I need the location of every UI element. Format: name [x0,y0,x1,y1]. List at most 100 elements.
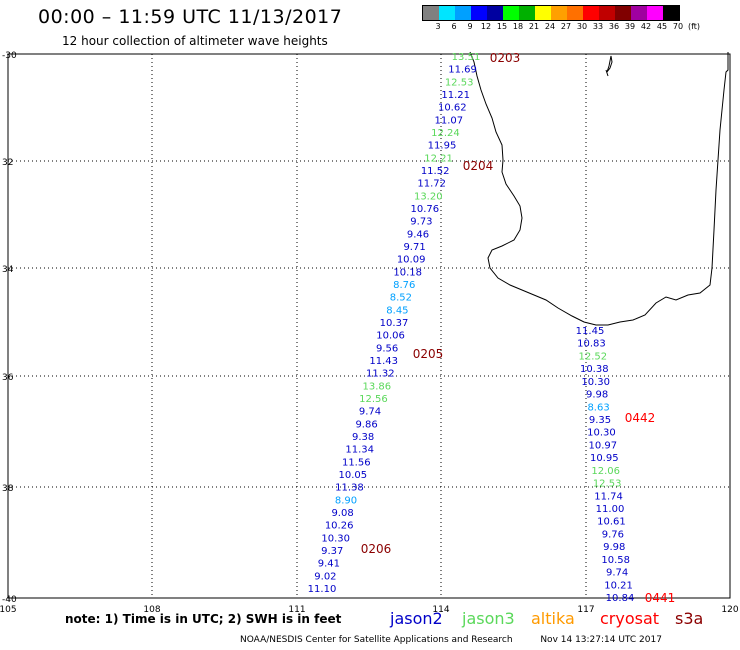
latitude-label: -40 [2,595,17,605]
wave-height-value: 11.21 [441,90,470,101]
pass-time-label: 0204 [463,159,494,173]
wave-height-value: 13.86 [363,381,392,392]
wave-height-value: 11.34 [345,445,374,456]
colorbar-ticks: 3 6 9 12 15 18 21 24 27 30 33 36 39 42 45 70 (ft) [422,22,702,31]
latitude-label: 38 [2,484,14,494]
longitude-label: 105 [0,605,17,615]
wave-height-value: 8.76 [393,280,415,291]
pass-time-label: 0442 [625,411,656,425]
wave-height-value: 9.86 [355,419,377,430]
wave-height-value: 11.32 [366,369,395,380]
wave-height-value: 12.53 [445,77,474,88]
wave-height-value: 11.56 [342,457,371,468]
latitude-labels: -30 32 34 36 38 -40 [2,51,17,605]
generated-timestamp: Nov 14 13:27:14 UTC 2017 [540,635,662,645]
satellite-legend-altika: altika [531,609,575,628]
colorbar-swatch [487,6,503,20]
colorbar-tick: 39 [624,22,636,31]
colorbar-swatch [439,6,455,20]
wave-height-value: 11.38 [335,483,364,494]
wave-height-value: 9.08 [331,508,353,519]
colorbar-tick: 9 [467,22,473,31]
colorbar-swatch [551,6,567,20]
colorbar-tick: 70 [672,22,684,31]
colorbar-tick: (ft) [687,22,701,31]
wave-height-value: 9.74 [359,407,381,418]
altimeter-track-jason2-east: 11.4510.8312.5210.3810.309.988.639.3510.… [576,326,635,604]
wave-height-value: 9.71 [403,242,425,253]
colorbar-swatch [535,6,551,20]
colorbar-swatch [663,6,679,20]
wave-height-value: 9.56 [376,343,398,354]
wave-height-value: 8.90 [335,495,357,506]
wave-height-value: 12.53 [593,479,622,490]
wave-height-value: 10.37 [380,318,409,329]
colorbar-tick: 33 [592,22,604,31]
wave-height-value: 10.18 [393,267,422,278]
colorbar-tick: 15 [496,22,508,31]
wave-height-value: 10.30 [587,428,616,439]
wave-height-value: 11.72 [417,179,446,190]
colorbar-tick: 6 [451,22,457,31]
credit-line: NOAA/NESDIS Center for Satellite Applica… [240,635,662,645]
colorbar-tick: 45 [656,22,668,31]
wave-height-value: 13.20 [414,191,443,202]
satellite-legend-s3a: s3a [675,609,704,628]
pass-time-labels: 0203 0204 0205 0206 0442 0441 [361,51,676,605]
satellite-legend-jason2: jason2 [390,609,443,628]
wave-height-value: 10.26 [325,521,354,532]
wave-height-value: 10.62 [438,103,467,114]
wave-height-value: 12.56 [359,394,388,405]
longitude-label: 114 [432,605,449,615]
colorbar-swatch [503,6,519,20]
wave-height-value: 10.38 [580,364,609,375]
australia-coastline [469,51,729,326]
wave-height-value: 10.84 [606,593,635,604]
wave-height-value: 8.63 [587,402,609,413]
wave-height-value: 9.73 [410,217,432,228]
wave-height-value: 10.06 [376,331,405,342]
latitude-label: -30 [2,51,17,61]
latitude-label: 32 [2,158,13,168]
colorbar-swatch [567,6,583,20]
wave-height-value: 11.45 [576,326,605,337]
wave-height-value: 9.98 [586,390,608,401]
wave-height-value: 9.41 [318,559,340,570]
colorbar-tick: 21 [528,22,540,31]
colorbar [422,5,680,21]
colorbar-tick: 42 [640,22,652,31]
wave-height-value: 10.30 [581,377,610,388]
wave-height-value: 10.95 [590,453,619,464]
wave-height-value: 8.45 [386,305,408,316]
wave-height-value: 11.43 [369,356,398,367]
colorbar-swatch [471,6,487,20]
wave-height-value: 12.06 [591,466,620,477]
wave-height-value: 10.21 [604,580,633,591]
colorbar-swatch [647,6,663,20]
map-frame [7,53,731,599]
wave-height-value: 8.52 [390,293,412,304]
latitude-label: 34 [2,265,14,275]
colorbar-tick: 12 [480,22,492,31]
wave-height-value: 9.35 [589,415,611,426]
wave-height-value: 11.07 [435,115,464,126]
colorbar-tick: 36 [608,22,620,31]
wave-height-value: 9.98 [603,542,625,553]
wave-height-value: 11.95 [428,141,457,152]
colorbar-swatch [455,6,471,20]
wave-height-value: 9.38 [352,432,374,443]
satellite-legend-cryosat: cryosat [600,609,660,628]
wave-height-value: 13.51 [452,52,481,63]
wave-height-value: 9.76 [602,529,624,540]
wave-height-value: 10.76 [411,204,440,215]
longitude-label: 111 [288,605,305,615]
island-outline [605,55,613,77]
wave-height-value: 10.58 [601,555,630,566]
map-grid [7,53,731,599]
wave-height-value: 10.61 [597,517,626,528]
map-title: 00:00 – 11:59 UTC 11/13/2017 [38,6,343,28]
colorbar-tick: 18 [512,22,524,31]
pass-time-label: 0206 [361,542,392,556]
wave-height-value: 9.74 [606,568,628,579]
longitude-label: 117 [577,605,594,615]
